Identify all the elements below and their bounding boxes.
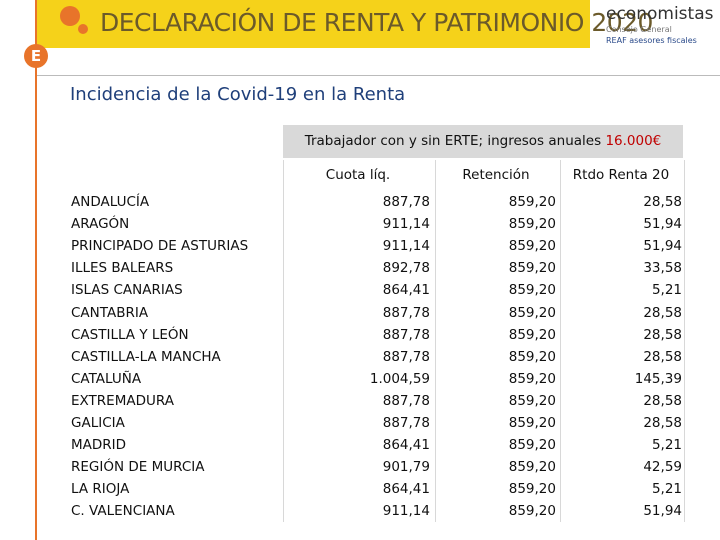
cell-value: 28,58: [643, 348, 682, 365]
cell-value: 859,20: [508, 503, 556, 520]
region-name: EXTREMADURA: [71, 392, 174, 409]
cell-value: 5,21: [651, 282, 682, 299]
cell-value: 859,20: [508, 459, 556, 476]
region-name: REGIÓN DE MURCIA: [71, 459, 205, 476]
region-name: ILLES BALEARS: [71, 260, 174, 277]
cell-value: 859,20: [508, 304, 556, 321]
caption-highlight: 16.000€: [605, 133, 662, 149]
cell-value: 51,94: [643, 216, 682, 233]
column-rule: [435, 160, 436, 522]
cell-value: 892,78: [382, 260, 430, 277]
cell-value: 887,78: [382, 392, 430, 409]
cell-value: 5,21: [651, 437, 682, 454]
cell-value: 51,94: [643, 503, 682, 520]
cell-value: 859,20: [508, 437, 556, 454]
cell-value: 911,14: [382, 216, 430, 233]
column-header: Retención: [462, 167, 530, 183]
logo-sub: REAF asesores fiscales: [606, 36, 697, 45]
badge: E: [24, 44, 48, 68]
cell-value: 887,78: [382, 194, 430, 210]
cell-value: 911,14: [382, 503, 430, 520]
column-header: Rtdo Renta 20: [572, 167, 670, 183]
cell-value: 28,58: [643, 392, 682, 409]
cell-value: 28,58: [643, 194, 682, 210]
cell-value: 859,20: [508, 348, 556, 365]
cell-value: 859,20: [508, 392, 556, 409]
cell-value: 859,20: [508, 326, 556, 343]
banner-logo-dot: [78, 24, 88, 34]
banner-title: DECLARACIÓN DE RENTA Y PATRIMONIO 2020: [100, 8, 653, 37]
cell-value: 5,21: [651, 481, 682, 498]
column-header: Cuota líq.: [325, 167, 391, 183]
cell-value: 887,78: [382, 415, 430, 431]
divider: [37, 75, 720, 76]
cell-value: 864,41: [382, 437, 430, 454]
caption-box: Trabajador con y sin ERTE; ingresos anua…: [283, 125, 683, 158]
cell-value: 859,20: [508, 370, 556, 387]
cell-value: 51,94: [643, 238, 682, 255]
region-name: CATALUÑA: [71, 370, 142, 387]
banner-logo: [60, 6, 80, 26]
region-name: ISLAS CANARIAS: [71, 282, 183, 299]
column-rule: [560, 160, 561, 522]
cell-value: 859,20: [508, 415, 556, 431]
cell-value: 859,20: [508, 260, 556, 277]
cell-value: 859,20: [508, 481, 556, 498]
cell-value: 28,58: [643, 415, 682, 431]
cell-value: 33,58: [643, 260, 682, 277]
logo-name: economistas: [606, 4, 714, 24]
cell-value: 28,58: [643, 326, 682, 343]
region-name: MADRID: [71, 437, 127, 454]
cell-value: 1.004,59: [369, 370, 430, 387]
region-name: ARAGÓN: [71, 216, 130, 233]
column-rule: [684, 160, 685, 522]
region-name: PRINCIPADO DE ASTURIAS: [71, 238, 249, 255]
cell-value: 859,20: [508, 194, 556, 210]
cell-value: 887,78: [382, 348, 430, 365]
cell-value: 28,58: [643, 304, 682, 321]
cell-value: 901,79: [382, 459, 430, 476]
cell-value: 864,41: [382, 282, 430, 299]
region-name: ANDALUCÍA: [71, 194, 150, 210]
region-name: GALICIA: [71, 415, 125, 431]
left-rule: [35, 0, 37, 540]
region-name: C. VALENCIANA: [71, 503, 175, 520]
banner: [37, 0, 590, 48]
region-name: CANTABRIA: [71, 304, 149, 321]
logo-sub: Consejo General: [606, 25, 672, 34]
subtitle: Incidencia de la Covid-19 en la Renta: [70, 84, 406, 105]
cell-value: 911,14: [382, 238, 430, 255]
cell-value: 859,20: [508, 216, 556, 233]
cell-value: 145,39: [634, 370, 682, 387]
cell-value: 859,20: [508, 282, 556, 299]
column-rule: [283, 160, 284, 522]
region-name: LA RIOJA: [71, 481, 130, 498]
cell-value: 887,78: [382, 326, 430, 343]
cell-value: 864,41: [382, 481, 430, 498]
region-name: CASTILLA Y LEÓN: [71, 326, 189, 343]
region-name: CASTILLA-LA MANCHA: [71, 348, 221, 365]
cell-value: 859,20: [508, 238, 556, 255]
caption: Trabajador con y sin ERTE; ingresos anua…: [304, 133, 602, 149]
cell-value: 887,78: [382, 304, 430, 321]
cell-value: 42,59: [643, 459, 682, 476]
